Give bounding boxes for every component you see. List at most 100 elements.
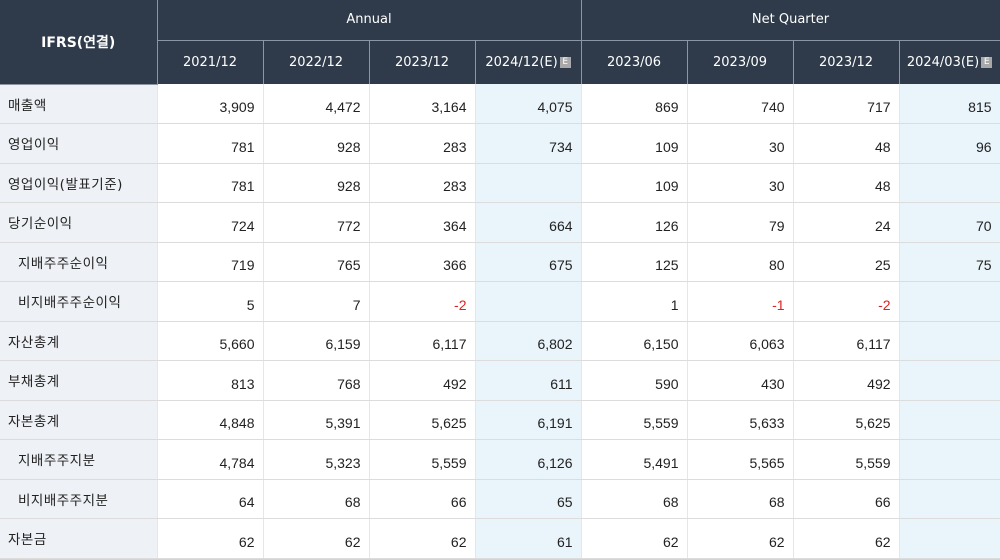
table-cell: 5 [157,281,264,322]
table-cell: 5,491 [581,439,688,480]
period-header: 2022/12 [263,40,370,84]
period-label: 2024/12(E) [485,54,558,70]
row-label: 부채총계 [0,360,158,401]
table-cell: 928 [263,123,370,164]
table-cell: 6,117 [793,321,900,361]
table-cell [899,479,1000,519]
row-label: 지배주주순이익 [0,242,158,282]
table-cell: 6,117 [369,321,476,361]
table-cell [899,439,1000,480]
table-cell: 48 [793,123,900,164]
table-cell: 7 [263,281,370,322]
period-header: 2023/09 [687,40,794,84]
table-cell: 366 [369,242,476,282]
table-cell [899,518,1000,559]
table-row: 영업이익 781 928 283 734 109 30 48 96 [0,123,1000,164]
table-cell: 6,063 [687,321,794,361]
table-cell: 70 [899,202,1000,243]
table-row: 영업이익(발표기준) 781 928 283 109 30 48 [0,163,1000,203]
table-cell: -1 [687,281,794,322]
table-cell: 75 [899,242,1000,282]
period-label: 2023/09 [713,54,768,70]
table-cell: 5,660 [157,321,264,361]
table-cell: 734 [475,123,582,164]
row-label: 매출액 [0,84,158,124]
table-cell: 68 [687,479,794,519]
table-cell: 5,565 [687,439,794,480]
row-label: 영업이익(발표기준) [0,163,158,203]
table-cell: 6,159 [263,321,370,361]
table-cell: 62 [793,518,900,559]
table-cell: 675 [475,242,582,282]
table-cell: 364 [369,202,476,243]
table-cell: 5,391 [263,400,370,440]
period-label: 2023/12 [394,54,449,70]
table-cell: 62 [369,518,476,559]
table-cell: 430 [687,360,794,401]
table-cell: 62 [687,518,794,559]
table-cell [899,321,1000,361]
table-cell: 79 [687,202,794,243]
table-row: 비지배주주순이익 5 7 -2 1 -1 -2 [0,281,1000,322]
period-label: 2021/12 [182,54,237,70]
table-cell: 492 [793,360,900,401]
table-cell: 30 [687,163,794,203]
table-corner-header: IFRS(연결) [0,0,158,85]
table-cell [475,163,582,203]
table-cell: 781 [157,123,264,164]
table-cell: 30 [687,123,794,164]
table-row: 자산총계 5,660 6,159 6,117 6,802 6,150 6,063 6,117 [0,321,1000,361]
table-cell: 492 [369,360,476,401]
table-cell: 109 [581,163,688,203]
table-cell: 24 [793,202,900,243]
annual-group-header: Annual [157,0,582,41]
table-cell: 25 [793,242,900,282]
table-cell: 4,784 [157,439,264,480]
table-cell: 64 [157,479,264,519]
table-cell: 724 [157,202,264,243]
table-cell: 6,802 [475,321,582,361]
table-cell [899,400,1000,440]
table-cell: 664 [475,202,582,243]
table-cell: 717 [793,84,900,124]
row-label: 비지배주주지분 [0,479,158,519]
row-label: 비지배주주순이익 [0,281,158,322]
table-cell: 68 [263,479,370,519]
row-label: 자본총계 [0,400,158,440]
row-label: 당기순이익 [0,202,158,243]
table-cell: 719 [157,242,264,282]
row-label: 영업이익 [0,123,158,164]
table-cell: 61 [475,518,582,559]
table-cell: 1 [581,281,688,322]
table-row: 자본총계 4,848 5,391 5,625 6,191 5,559 5,633 5,625 [0,400,1000,440]
table-cell [899,163,1000,203]
table-cell: 283 [369,163,476,203]
table-cell: 3,909 [157,84,264,124]
estimate-info-icon[interactable]: E [559,56,571,68]
table-cell: 126 [581,202,688,243]
table-cell: 772 [263,202,370,243]
table-cell: 5,559 [581,400,688,440]
table-cell: 611 [475,360,582,401]
table-cell: 48 [793,163,900,203]
table-row: 부채총계 813 768 492 611 590 430 492 [0,360,1000,401]
period-label: 2022/12 [288,54,343,70]
estimate-info-icon[interactable]: E [981,56,993,68]
period-header: 2023/12 [793,40,900,84]
row-label: 자본금 [0,518,158,559]
table-cell: 62 [157,518,264,559]
table-cell: 66 [369,479,476,519]
period-header: 2021/12 [157,40,264,84]
table-cell: 4,075 [475,84,582,124]
table-cell: 5,559 [793,439,900,480]
table-cell: -2 [793,281,900,322]
table-cell: 590 [581,360,688,401]
row-label: 지배주주지분 [0,439,158,480]
table-row: 매출액 3,909 4,472 3,164 4,075 869 740 717 815 [0,84,1000,124]
table-cell: 4,848 [157,400,264,440]
table-cell: 5,559 [369,439,476,480]
table-cell: 928 [263,163,370,203]
table-cell: 62 [263,518,370,559]
period-label: 2023/12 [819,54,874,70]
